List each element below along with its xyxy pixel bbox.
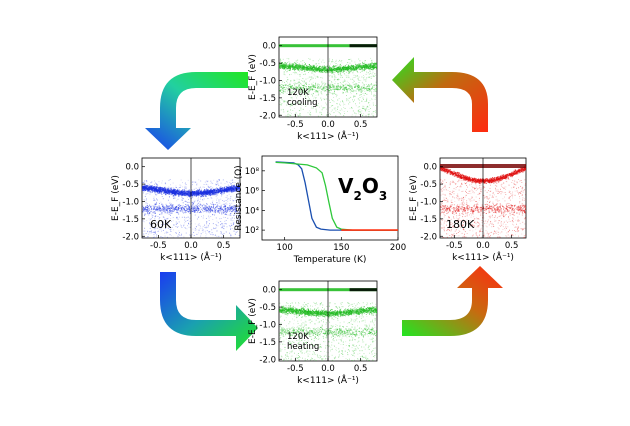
fermi-edge-dark bbox=[349, 44, 377, 48]
arpes-xlabel: k<111> (Å⁻¹) bbox=[452, 251, 514, 263]
chart-ytick: 10⁶ bbox=[245, 187, 260, 197]
arpes-xtick: 0.0 bbox=[321, 364, 335, 374]
arpes-panel-60k: 0.0 -0.5 -1.0 -1.5 -2.0 -0.5 0.0 0.5 E-E_F (eV) k… bbox=[111, 157, 241, 263]
arpes-ytick: -1.0 bbox=[420, 197, 437, 207]
chart-ytick: 10⁴ bbox=[245, 206, 260, 216]
arpes-panel-120k-heating: 0.0 -0.5 -1.0 -1.5 -2.0 -0.5 0.0 0.5 E-E_F (eV) k… bbox=[248, 280, 378, 386]
arpes-xtick: 0.5 bbox=[354, 364, 368, 374]
arpes-intensity bbox=[142, 179, 240, 238]
chart-ytick: 10² bbox=[245, 226, 259, 236]
temperature-label: 180K bbox=[446, 218, 475, 231]
arpes-xtick: -0.5 bbox=[287, 364, 304, 374]
resistance-temperature-chart: 100 150 200 10² 10⁴ 10⁶ 10⁸ Resistance (Ω) Tem… bbox=[234, 155, 406, 265]
process-label: cooling bbox=[287, 98, 318, 108]
arpes-xlabel: k<111> (Å⁻¹) bbox=[297, 374, 359, 386]
arpes-xtick: 0.5 bbox=[505, 241, 519, 251]
arpes-ytick: -1.5 bbox=[259, 338, 276, 348]
arpes-ytick: -0.5 bbox=[122, 180, 139, 190]
formula-v: V bbox=[338, 174, 354, 198]
arpes-ytick: -0.5 bbox=[259, 59, 276, 69]
arpes-intensity bbox=[440, 164, 526, 238]
arpes-ytick: -2.0 bbox=[122, 232, 139, 242]
arpes-ytick: -1.0 bbox=[122, 197, 139, 207]
arpes-ytick: -1.5 bbox=[259, 94, 276, 104]
chart-xlabel: Temperature (K) bbox=[293, 255, 367, 265]
arpes-panel-180k: 0.0 -0.5 -1.0 -1.5 -2.0 -0.5 0.0 0.5 E-E_F (eV) k… bbox=[409, 157, 527, 263]
arpes-ylabel: E-E_F (eV) bbox=[409, 175, 419, 221]
arpes-intensity bbox=[279, 44, 377, 117]
arpes-ytick: -2.0 bbox=[259, 355, 276, 365]
temperature-label: 120K bbox=[287, 332, 309, 342]
arpes-ytick: 0.0 bbox=[423, 163, 437, 173]
chart-xtick: 150 bbox=[333, 243, 349, 253]
arpes-xtick: 0.0 bbox=[321, 120, 335, 130]
chart-ylabel: Resistance (Ω) bbox=[234, 165, 244, 230]
arpes-ytick: -0.5 bbox=[259, 303, 276, 313]
arpes-ytick: -0.5 bbox=[420, 180, 437, 190]
arpes-ylabel: E-E_F (eV) bbox=[111, 175, 121, 221]
arpes-ytick: -1.0 bbox=[259, 76, 276, 86]
arpes-xlabel: k<111> (Å⁻¹) bbox=[160, 251, 222, 263]
arpes-ytick: -2.0 bbox=[420, 232, 437, 242]
arpes-xtick: -0.5 bbox=[287, 120, 304, 130]
chart-frame bbox=[261, 155, 399, 241]
chart-xtick: 200 bbox=[390, 243, 406, 253]
chart-ytick: 10⁸ bbox=[245, 167, 260, 177]
arpes-xlabel: k<111> (Å⁻¹) bbox=[297, 130, 359, 142]
fermi-edge-dark bbox=[349, 288, 377, 292]
arpes-xtick: 0.0 bbox=[184, 241, 198, 251]
arpes-xtick: -0.5 bbox=[150, 241, 167, 251]
formula-sub2: 3 bbox=[379, 189, 387, 203]
process-label: heating bbox=[287, 342, 319, 352]
compound-formula: V2O3 bbox=[338, 174, 387, 203]
arpes-xtick: 0.0 bbox=[476, 241, 490, 251]
formula-sub1: 2 bbox=[353, 189, 361, 203]
temperature-label: 120K bbox=[287, 88, 309, 98]
chart-xtick: 100 bbox=[277, 243, 293, 253]
arpes-ytick: -2.0 bbox=[259, 111, 276, 121]
arpes-ytick: -1.0 bbox=[259, 320, 276, 330]
arpes-ytick: 0.0 bbox=[262, 286, 276, 296]
arrow-180k-to-cooling bbox=[392, 57, 488, 132]
arrow-heating-to-180k bbox=[402, 266, 503, 336]
arpes-xtick: -0.5 bbox=[446, 241, 463, 251]
arrow-cooling-to-60k bbox=[145, 72, 248, 150]
arpes-ylabel: E-E_F (eV) bbox=[248, 298, 258, 344]
arrow-60k-to-heating bbox=[160, 272, 258, 351]
arpes-xtick: 0.5 bbox=[217, 241, 231, 251]
arpes-ytick: -1.5 bbox=[420, 215, 437, 225]
arpes-panel-120k-cooling: 0.0 -0.5 -1.0 -1.5 -2.0 -0.5 0.0 0.5 E-E_F (eV) k… bbox=[248, 36, 378, 142]
formula-o: O bbox=[362, 174, 379, 198]
temperature-label: 60K bbox=[150, 218, 172, 231]
arpes-ytick: -1.5 bbox=[122, 215, 139, 225]
arpes-ytick: 0.0 bbox=[262, 42, 276, 52]
chart-marks: 100 150 200 10² 10⁴ 10⁶ 10⁸ bbox=[245, 161, 406, 253]
arpes-xtick: 0.5 bbox=[354, 120, 368, 130]
arpes-ytick: 0.0 bbox=[125, 163, 139, 173]
arpes-ylabel: E-E_F (eV) bbox=[248, 54, 258, 100]
